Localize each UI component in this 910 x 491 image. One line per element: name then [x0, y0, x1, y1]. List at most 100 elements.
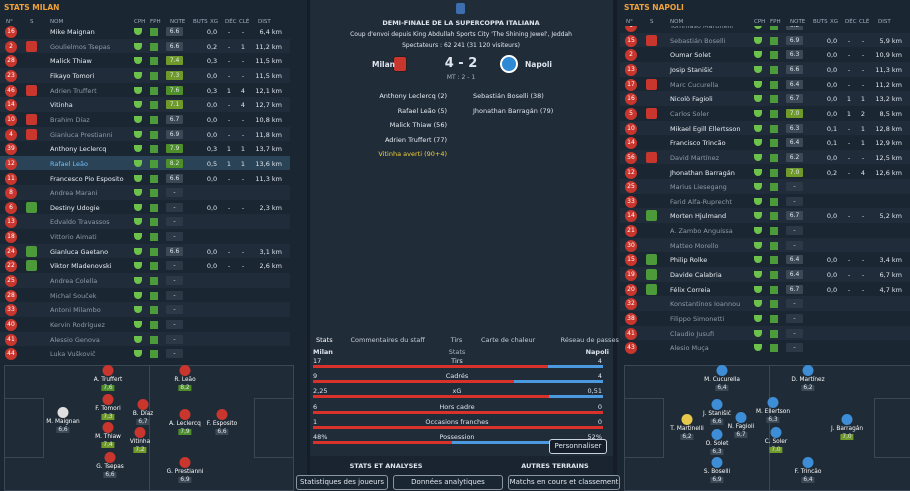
competition-logo	[456, 3, 465, 14]
player-name[interactable]: Andrea Marani	[50, 189, 98, 198]
footer-button[interactable]: Données analytiques	[393, 475, 503, 490]
stat-dec: -	[227, 130, 231, 139]
player-name[interactable]: Alesio Muça	[670, 344, 709, 353]
player-name[interactable]: Andrea Colella	[50, 277, 98, 286]
stat-home-value: 2,25	[313, 387, 328, 396]
away-bar	[549, 395, 603, 399]
fitness-icon	[770, 36, 778, 45]
stat-xg: 0,3	[206, 57, 218, 66]
player-name[interactable]: Rafael Leão	[50, 159, 88, 168]
stat-away-value: 4	[597, 357, 602, 365]
tab[interactable]: Commentaires du staff	[350, 336, 425, 344]
stat-away-value: 4	[597, 372, 602, 381]
player-name[interactable]: Mike Maignan	[50, 28, 95, 36]
player-name[interactable]: Francesco Pio Esposito	[50, 174, 124, 183]
player-dot	[735, 412, 747, 423]
column-header: N°	[626, 19, 633, 25]
footer-button[interactable]: Statistiques des joueurs	[296, 475, 388, 490]
player-name[interactable]: Luka Vuškovič	[50, 350, 96, 359]
player-name[interactable]: Jhonathan Barragán	[670, 168, 735, 177]
player-name[interactable]: Félix Correia	[670, 285, 711, 294]
stat-xg: 0,2	[826, 168, 838, 177]
player-name[interactable]: Filippo Simonetti	[670, 315, 725, 323]
player-name[interactable]: Matteo Morello	[670, 241, 719, 250]
stat-cle: -	[861, 65, 865, 74]
condition-icon	[754, 124, 762, 132]
player-name[interactable]: Claudio Jusufi	[670, 329, 715, 338]
stat-dec: -	[847, 285, 851, 294]
distance: 11,5 km	[255, 71, 282, 80]
shirt-number: 15	[625, 34, 637, 47]
player-name[interactable]: Josip Stanišić	[670, 65, 713, 74]
player-name[interactable]: Brahim Díaz	[50, 115, 90, 124]
stat-xg: 0,0	[206, 247, 218, 256]
condition-icon	[134, 28, 142, 35]
tab[interactable]: Tirs	[450, 336, 463, 344]
stat-dec: -	[227, 203, 231, 212]
player-name[interactable]: Edvaldo Travassos	[50, 218, 110, 227]
pitch-rating: 7,4	[101, 442, 115, 448]
player-name[interactable]: Goulielmos Tsepas	[50, 42, 111, 51]
stat-xg: 0,0	[826, 109, 838, 118]
player-name[interactable]: Destiny Udogie	[50, 203, 100, 212]
player-name[interactable]: Antoni Milambo	[50, 306, 101, 315]
player-name[interactable]: Morten Hjulmand	[670, 212, 727, 221]
pitch-rating: 6,3	[766, 417, 780, 423]
stat-cle: -	[241, 262, 245, 271]
player-name[interactable]: Gianluca Prestianni	[50, 130, 113, 139]
player-name[interactable]: Alessio Genova	[50, 335, 100, 344]
player-name[interactable]: Konstantinos Ioannou	[670, 300, 741, 309]
home-event: Anthony Leclercq (2)	[379, 92, 447, 100]
condition-icon	[754, 95, 762, 103]
row-bg	[620, 179, 910, 194]
rating: -	[786, 299, 803, 309]
column-header: XG	[210, 19, 219, 25]
player-name[interactable]: Davide Calabria	[670, 271, 722, 280]
player-name[interactable]: Gianluca Gaetano	[50, 247, 109, 256]
player-name[interactable]: Carlos Soler	[670, 109, 710, 118]
stat-dec: -	[227, 247, 231, 256]
player-name[interactable]: Philip Rolke	[670, 256, 708, 265]
player-name[interactable]: Vitinha	[50, 101, 73, 110]
sub-icon	[26, 84, 37, 96]
tab[interactable]: Carte de chaleur	[481, 336, 536, 344]
player-name[interactable]: Malick Thiaw	[50, 57, 92, 66]
stat-xg: 0,1	[826, 124, 838, 133]
row-bg	[0, 243, 290, 259]
player-name[interactable]: Adrien Truffert	[50, 86, 97, 95]
player-name[interactable]: Oumar Solet	[670, 51, 711, 60]
player-name[interactable]: A. Zambo Anguissa	[670, 227, 733, 236]
sub-icon	[646, 107, 657, 119]
customize-button[interactable]: Personnaliser	[549, 439, 607, 454]
player-name[interactable]: Fikayo Tomori	[50, 71, 95, 80]
player-name[interactable]: Farid Alfa-Ruprecht	[670, 197, 732, 206]
player-name[interactable]: Vittorio Aimati	[50, 233, 97, 242]
player-name[interactable]: Marc Cucurella	[670, 80, 719, 89]
shirt-number: 22	[5, 260, 17, 273]
player-name[interactable]: Sebastián Boselli	[670, 36, 726, 45]
fitness-icon	[770, 329, 778, 338]
player-name[interactable]: Nicolò Fagioli	[670, 95, 713, 104]
stat-xg: 0,0	[826, 256, 838, 265]
stat-home-value: 6	[313, 402, 318, 411]
pitch-player-name: F. Esposito	[206, 421, 238, 427]
tab[interactable]: Réseau de passes	[560, 336, 619, 344]
player-name[interactable]: Kervin Rodríguez	[50, 321, 105, 329]
player-name[interactable]: Mikael Egill Ellertsson	[670, 124, 741, 133]
column-header: CPH	[134, 19, 146, 25]
footer-button[interactable]: Matchs en cours et classement	[508, 475, 620, 490]
shirt-number: 33	[5, 304, 17, 317]
player-name[interactable]: Viktor Mladenovski	[50, 262, 112, 271]
player-name[interactable]: Francisco Trincão	[670, 139, 726, 148]
player-name[interactable]: Michal Souček	[50, 291, 97, 300]
player-name[interactable]: Tommaso Martinelli	[670, 26, 734, 30]
player-dot	[841, 414, 853, 425]
player-name[interactable]: Anthony Leclercq	[50, 145, 107, 154]
tab[interactable]: Stats	[316, 336, 333, 344]
player-name[interactable]: David Martínez	[670, 153, 719, 162]
fitness-icon	[770, 65, 778, 74]
column-header: BUTS	[813, 19, 828, 25]
condition-icon	[754, 344, 762, 352]
row-bg	[0, 38, 290, 54]
player-name[interactable]: Marius Liesegang	[670, 183, 727, 192]
